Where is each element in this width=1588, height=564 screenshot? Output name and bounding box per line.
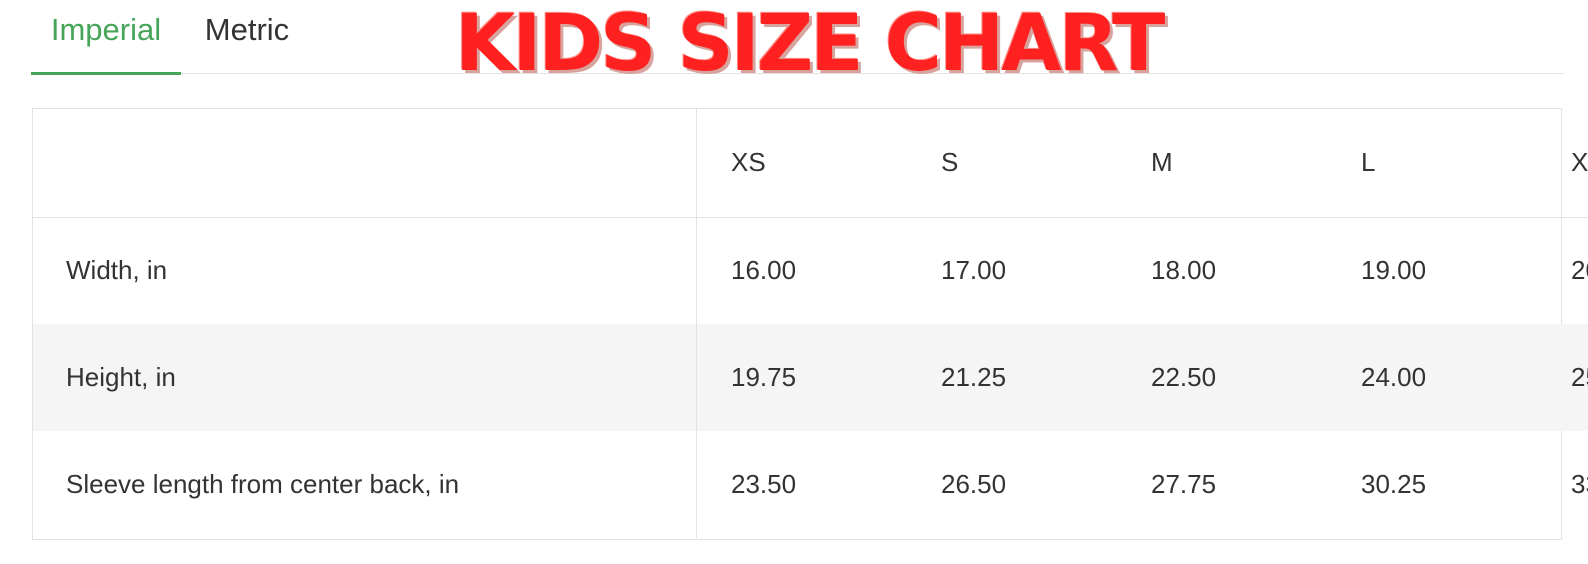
table-cell: 27.75 [1151,469,1217,499]
table-cell: 17.00 [941,255,1007,286]
table-cell: 18.00 [1151,255,1217,286]
table-row-height: Height, in 19.75 21.25 22.50 24.00 25.50 [33,324,1588,431]
table-row-sleeve-length: Sleeve length from center back, in 23.50… [33,431,1588,538]
size-header-xl: XL [1571,147,1588,178]
table-cell: 21.25 [941,362,1007,392]
table-cell: 33.00 [1571,469,1588,499]
table-cell: 26.50 [941,469,1007,499]
table-cell: 23.50 [731,469,797,499]
size-header-l: L [1361,147,1376,178]
table-cell: 25.50 [1571,362,1588,392]
table-cell: 16.00 [731,255,797,286]
tab-metric[interactable]: Metric [204,12,290,47]
tab-imperial[interactable]: Imperial [31,0,181,75]
size-header-m: M [1151,147,1173,178]
table-header-row: XS S M L XL [33,109,1588,217]
row-label: Width, in [33,217,697,324]
size-table-container: XS S M L XL Width, in 16.00 17.00 18.00 … [32,108,1588,540]
table-cell: 19.00 [1361,255,1427,286]
size-table: XS S M L XL Width, in 16.00 17.00 18.00 … [33,109,1588,538]
kids-size-chart-headline: KIDS SIZE CHART [455,0,1165,89]
unit-tabs: Imperial Metric [31,0,1564,75]
size-header-s: S [941,147,959,178]
table-corner-cell [33,109,697,217]
row-label: Height, in [33,324,697,431]
table-cell: 24.00 [1361,362,1427,392]
table-cell: 22.50 [1151,362,1217,392]
table-cell: 30.25 [1361,469,1427,499]
table-cell: 19.75 [731,362,797,392]
size-header-xs: XS [731,147,766,178]
table-row-width: Width, in 16.00 17.00 18.00 19.00 20.00 [33,217,1588,324]
row-label: Sleeve length from center back, in [33,431,697,538]
table-cell: 20.00 [1571,255,1588,286]
